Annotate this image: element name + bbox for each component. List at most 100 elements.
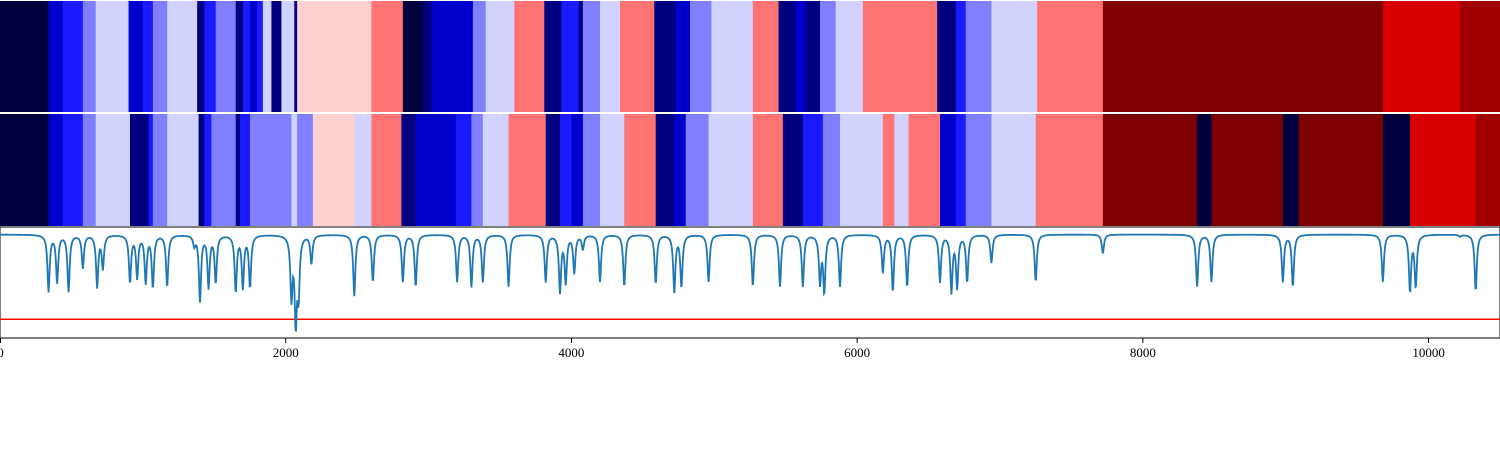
segment-2-30: [600, 114, 625, 226]
segment-2-23: [471, 114, 484, 226]
segment-1-32: [600, 1, 621, 112]
segment-2-35: [708, 114, 754, 226]
segment-2-26: [545, 114, 561, 226]
segment-2-10: [204, 114, 213, 226]
segment-1-48: [991, 1, 1038, 112]
segment-2-47: [991, 114, 1037, 226]
segment-1-12: [235, 1, 244, 112]
segment-2-38: [802, 114, 824, 226]
segment-2-6: [148, 114, 154, 226]
segment-1-6: [142, 1, 154, 112]
segment-2-45: [955, 114, 967, 226]
segment-2-0: [0, 114, 50, 226]
signal-line: [0, 233, 1500, 332]
x-tick-label: 2000: [273, 345, 299, 360]
segment-1-30: [578, 1, 584, 112]
segment-2-21: [415, 114, 457, 226]
segment-2-52: [1282, 114, 1300, 226]
segment-2-55: [1410, 114, 1477, 226]
segment-1-22: [402, 1, 424, 112]
segment-1-18: [281, 1, 295, 112]
segment-1-27: [514, 1, 545, 112]
segment-1-50: [1102, 1, 1384, 112]
segment-2-25: [508, 114, 547, 226]
segment-1-36: [690, 1, 713, 112]
segment-2-50: [1197, 114, 1213, 226]
segment-1-52: [1460, 1, 1500, 112]
segment-1-26: [485, 1, 515, 112]
x-tick-label: 4000: [558, 345, 584, 360]
segment-1-8: [167, 1, 198, 112]
segment-2-51: [1211, 114, 1284, 226]
segment-2-53: [1298, 114, 1384, 226]
segment-2-41: [882, 114, 895, 226]
segment-1-10: [204, 1, 217, 112]
segment-2-7: [152, 114, 168, 226]
segment-1-3: [82, 1, 97, 112]
segment-1-38: [752, 1, 780, 112]
segment-1-1: [48, 1, 64, 112]
segment-2-39: [822, 114, 841, 226]
segment-2-1: [48, 114, 64, 226]
segment-2-22: [455, 114, 473, 226]
segment-1-9: [197, 1, 205, 112]
segmentation-row-2: [0, 114, 1500, 226]
segment-2-12: [235, 114, 241, 226]
segment-1-37: [711, 1, 754, 112]
segment-1-25: [472, 1, 487, 112]
segment-2-16: [297, 114, 314, 226]
segment-2-54: [1382, 114, 1411, 226]
segment-1-45: [937, 1, 957, 112]
segment-2-42: [894, 114, 910, 226]
segment-1-17: [271, 1, 283, 112]
segment-2-37: [782, 114, 804, 226]
segment-1-51: [1382, 1, 1461, 112]
x-axis: 0 2000 4000 6000 8000 10000: [0, 338, 1445, 360]
segment-1-11: [215, 1, 237, 112]
segment-1-41: [805, 1, 821, 112]
segment-2-5: [130, 114, 150, 226]
segment-2-28: [571, 114, 584, 226]
segment-2-33: [674, 114, 687, 226]
signal-track: [0, 226, 1500, 339]
segment-1-5: [128, 1, 144, 112]
segment-2-14: [250, 114, 293, 226]
segment-1-0: [0, 1, 50, 112]
segment-2-29: [582, 114, 601, 226]
segment-2-24: [482, 114, 510, 226]
segment-2-18: [354, 114, 373, 226]
segment-1-24: [431, 1, 474, 112]
segment-1-42: [820, 1, 837, 112]
segment-2-2: [62, 114, 84, 226]
segment-2-9: [198, 114, 205, 226]
segment-1-21: [371, 1, 404, 112]
segment-2-36: [752, 114, 784, 226]
segmentation-row-1: [0, 1, 1500, 112]
segment-2-40: [840, 114, 884, 226]
segment-2-32: [655, 114, 675, 226]
segment-1-28: [544, 1, 563, 112]
segment-1-35: [675, 1, 691, 112]
segment-1-15: [257, 1, 264, 112]
segment-1-40: [795, 1, 807, 112]
segment-2-20: [401, 114, 417, 226]
segment-1-47: [965, 1, 993, 112]
segment-1-43: [835, 1, 864, 112]
segment-1-34: [654, 1, 677, 112]
segment-2-46: [965, 114, 993, 226]
segment-2-13: [240, 114, 251, 226]
segment-2-43: [908, 114, 941, 226]
x-tick-label: 10000: [1412, 345, 1445, 360]
segment-2-27: [560, 114, 573, 226]
x-tick-label: 0: [0, 345, 4, 360]
segment-1-20: [297, 1, 373, 112]
segment-1-44: [862, 1, 938, 112]
segment-2-15: [291, 114, 298, 226]
segment-1-2: [62, 1, 84, 112]
segment-1-31: [582, 1, 601, 112]
segment-2-17: [312, 114, 355, 226]
segment-2-56: [1475, 114, 1500, 226]
x-tick-label: 6000: [844, 345, 870, 360]
segment-2-31: [624, 114, 657, 226]
